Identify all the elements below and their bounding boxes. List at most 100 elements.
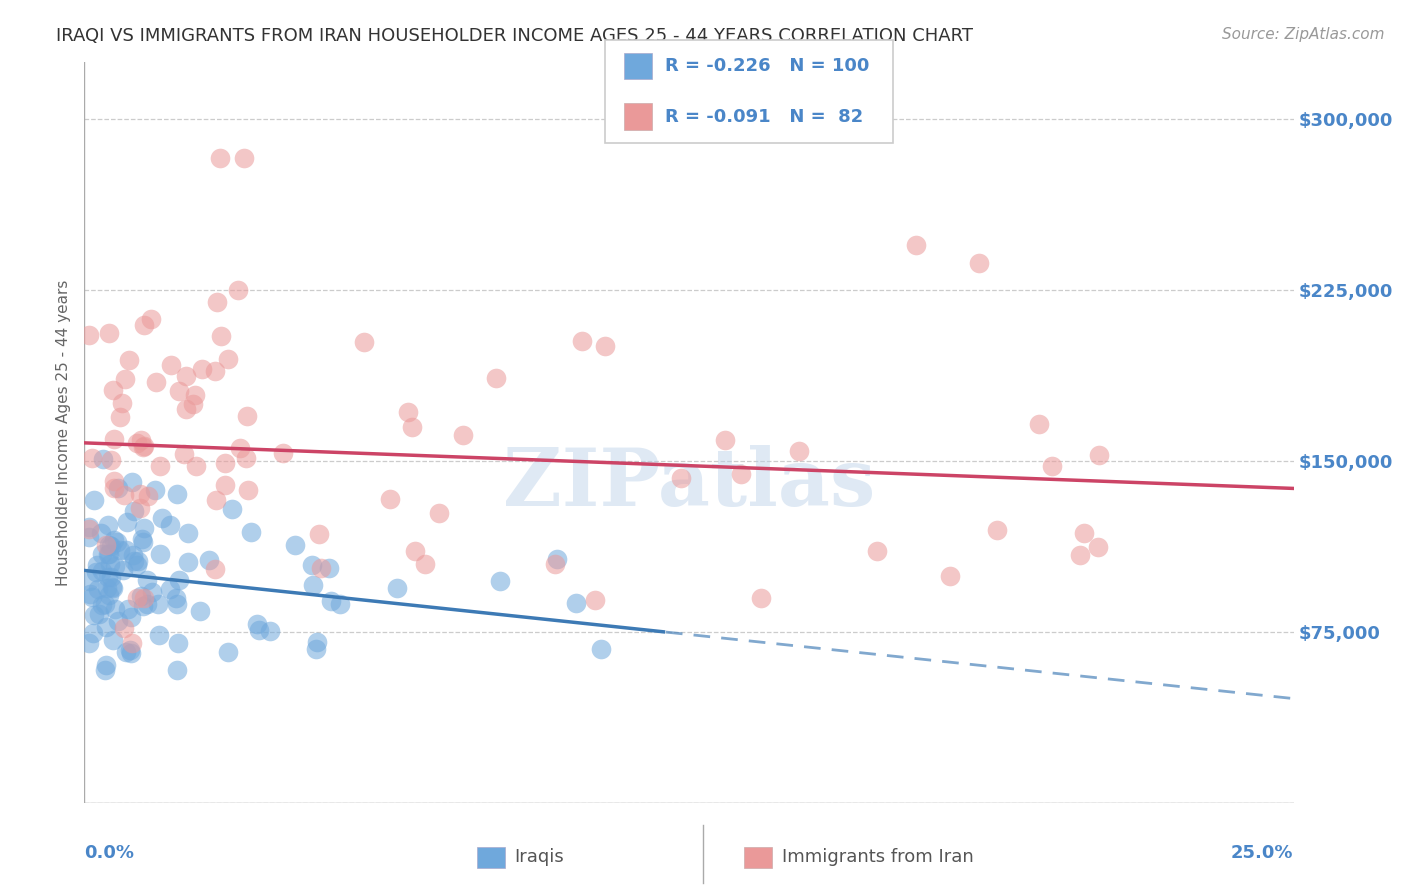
Point [226,283,249,297]
Point [122,504,145,518]
Point [1087,540,1109,554]
Point [91,598,114,612]
Point [143,483,166,498]
Point [427,506,450,520]
Point [544,557,567,571]
Point [115,515,138,529]
Point [104,602,127,616]
Point [159,517,181,532]
Point [94,620,117,634]
Point [121,636,143,650]
Point [86,558,108,573]
Point [110,396,132,410]
Point [1028,417,1050,431]
Point [149,458,172,473]
Point [136,573,159,587]
Point [132,318,155,332]
Point [986,524,1008,538]
Point [866,544,889,558]
Point [107,614,129,628]
Point [145,375,167,389]
Point [104,558,127,573]
Point [1069,548,1091,562]
Point [136,489,159,503]
Y-axis label: Householder Income Ages 25 - 44 years: Householder Income Ages 25 - 44 years [56,279,72,586]
Point [318,561,340,575]
Point [77,328,100,343]
Point [91,564,114,578]
Point [177,526,200,541]
Point [94,657,117,672]
Point [122,554,145,568]
Point [98,326,121,341]
Point [86,582,108,596]
Point [308,527,330,541]
Point [77,574,100,588]
Point [489,574,512,589]
Point [87,607,110,622]
Point [160,358,183,372]
Point [77,636,100,650]
Point [166,663,188,677]
Point [150,511,173,525]
Point [749,591,772,605]
Text: 0.0%: 0.0% [84,844,135,862]
Point [329,597,352,611]
Point [166,597,188,611]
Point [97,538,120,552]
Point [305,641,328,656]
Point [404,543,426,558]
Point [271,446,294,460]
Point [97,570,120,584]
Point [204,562,226,576]
Point [301,578,323,592]
Point [146,597,169,611]
Point [114,371,136,385]
Point [118,353,141,368]
Point [174,369,197,384]
Point [121,475,143,490]
Point [595,339,617,353]
Point [105,535,128,549]
Point [83,493,105,508]
Point [94,538,117,552]
Point [129,589,152,603]
Point [100,557,122,571]
Point [132,440,155,454]
Text: R = -0.226   N = 100: R = -0.226 N = 100 [665,57,869,75]
Point [125,436,148,450]
Point [132,599,155,614]
Point [117,602,139,616]
Point [378,491,401,506]
Text: ZIPatlas: ZIPatlas [503,445,875,524]
Point [100,453,122,467]
Point [221,502,243,516]
Point [671,471,693,485]
Point [141,584,163,599]
Point [129,487,152,501]
Point [233,151,256,165]
Point [79,587,101,601]
Point [127,554,149,568]
Point [90,526,112,541]
Point [217,645,239,659]
Point [571,334,593,348]
Point [321,594,343,608]
Point [132,520,155,534]
Text: 25.0%: 25.0% [1232,844,1294,862]
Point [183,387,205,401]
Point [103,533,125,547]
Point [166,487,188,501]
Point [209,329,232,343]
Text: IRAQI VS IMMIGRANTS FROM IRAN HOUSEHOLDER INCOME AGES 25 - 44 YEARS CORRELATION : IRAQI VS IMMIGRANTS FROM IRAN HOUSEHOLDE… [56,27,973,45]
Point [77,522,100,536]
Point [100,539,122,553]
Point [100,570,122,584]
Point [120,646,142,660]
Point [129,433,152,447]
Point [103,432,125,446]
Point [114,645,136,659]
Point [120,643,142,657]
Point [114,543,136,558]
Point [177,555,200,569]
